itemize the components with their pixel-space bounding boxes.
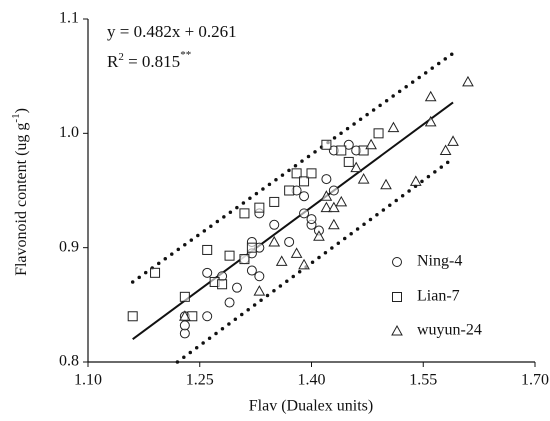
legend-marker	[392, 257, 402, 267]
fit-line	[132, 101, 454, 340]
point	[298, 258, 310, 270]
point	[306, 168, 317, 179]
x-tick-label: 1.40	[298, 372, 326, 389]
point	[284, 236, 295, 247]
r2-part: **	[180, 49, 191, 61]
r2-part: = 0.815	[124, 52, 180, 71]
point	[224, 297, 235, 308]
point	[328, 185, 339, 196]
legend-marker	[392, 292, 402, 302]
upper-band	[130, 51, 455, 284]
point	[320, 190, 333, 201]
point	[254, 202, 265, 213]
point	[336, 145, 347, 156]
point	[462, 75, 474, 87]
point	[254, 271, 265, 282]
x-tick-label: 1.25	[186, 372, 214, 389]
point	[268, 235, 281, 247]
point	[127, 311, 138, 322]
point	[224, 250, 235, 261]
point	[447, 135, 459, 146]
legend-label: wuyun-24	[417, 322, 482, 339]
x-tick-label: 1.10	[74, 372, 102, 389]
point	[343, 156, 354, 167]
point	[306, 214, 317, 225]
point	[179, 320, 190, 331]
point	[365, 138, 377, 150]
point	[328, 201, 340, 213]
point	[269, 219, 280, 230]
point	[232, 282, 242, 293]
point	[424, 115, 437, 127]
point	[179, 310, 191, 321]
x-axis-label: Flav (Dualex units)	[249, 398, 373, 415]
point	[409, 175, 422, 186]
point	[269, 196, 280, 207]
y-label-part: -1	[10, 113, 22, 122]
x-tick-label: 1.55	[409, 372, 437, 389]
r2-part: 2	[118, 51, 124, 63]
point	[424, 90, 437, 102]
point	[350, 161, 363, 173]
point	[299, 176, 310, 187]
point	[320, 201, 333, 213]
legend-label: Lian-7	[417, 288, 460, 305]
point	[439, 144, 452, 155]
point	[387, 121, 400, 133]
point	[291, 168, 302, 179]
lower-band	[175, 156, 455, 364]
point	[357, 173, 370, 184]
y-axis-label: Flavonoid content (ug g-1)	[10, 108, 30, 276]
point	[246, 242, 257, 253]
point	[299, 208, 310, 219]
point	[358, 145, 369, 156]
point	[299, 191, 310, 202]
point	[343, 139, 354, 150]
point	[150, 267, 161, 278]
x-tick-label: 1.70	[521, 372, 549, 389]
point	[373, 128, 384, 139]
point	[290, 247, 303, 258]
equation: y = 0.482x + 0.261	[107, 22, 237, 41]
point	[253, 285, 266, 296]
point	[239, 254, 250, 265]
legend-marker	[391, 324, 403, 336]
point	[239, 208, 250, 219]
y-label-part: )	[13, 108, 30, 113]
point	[246, 265, 257, 276]
point	[321, 174, 332, 185]
point	[275, 255, 288, 266]
point	[380, 178, 392, 190]
point	[335, 195, 348, 207]
y-tick-label: 1.0	[59, 124, 79, 141]
y-tick-label: 0.8	[59, 353, 79, 370]
y-tick-label: 0.9	[59, 238, 79, 255]
legend-label: Ning-4	[417, 253, 462, 270]
point	[217, 279, 228, 290]
y-tick-label: 1.1	[59, 10, 79, 27]
y-label-part: Flavonoid content (ug g	[13, 123, 30, 276]
r2-part: R	[107, 52, 119, 71]
r-squared: R2 = 0.815**	[107, 49, 191, 71]
point	[328, 218, 340, 230]
point	[284, 185, 295, 196]
point	[179, 291, 190, 302]
point	[202, 244, 213, 255]
point	[321, 139, 332, 150]
point	[313, 230, 325, 241]
point	[202, 267, 213, 278]
point	[202, 311, 213, 322]
